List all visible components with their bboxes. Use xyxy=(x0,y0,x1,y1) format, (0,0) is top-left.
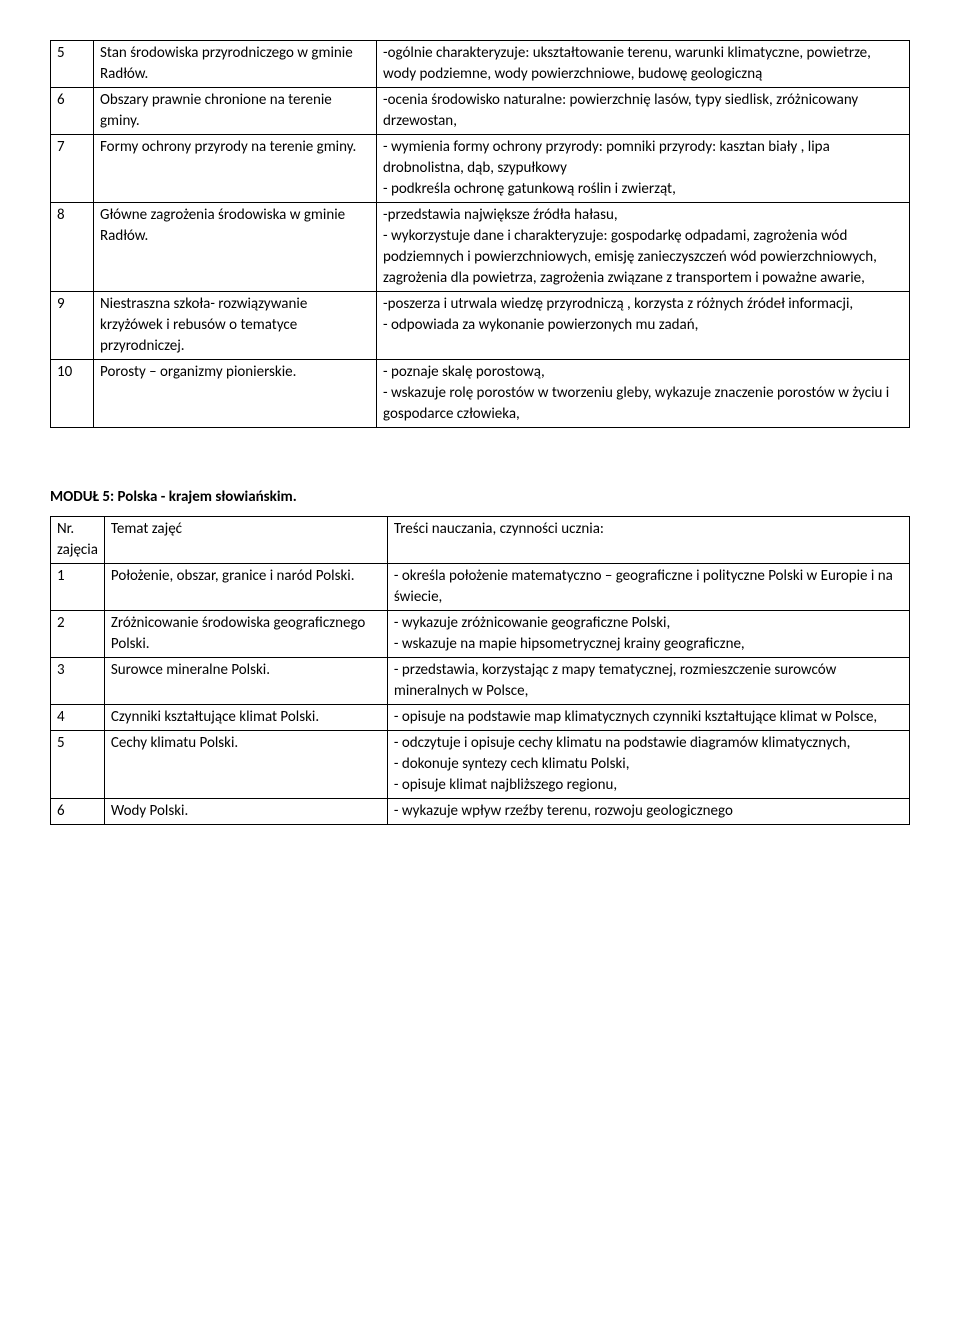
row-number: 5 xyxy=(51,41,94,88)
table-row: 5Cechy klimatu Polski.- odczytuje i opis… xyxy=(51,731,910,799)
row-topic: Niestraszna szkoła- rozwiązywanie krzyżó… xyxy=(94,292,377,360)
row-content: - wykazuje zróżnicowanie geograficzne Po… xyxy=(387,611,909,658)
row-number: 9 xyxy=(51,292,94,360)
row-topic: Stan środowiska przyrodniczego w gminie … xyxy=(94,41,377,88)
table-row: 3Surowce mineralne Polski.- przedstawia,… xyxy=(51,658,910,705)
row-content: - poznaje skalę porostową,- wskazuje rol… xyxy=(377,360,910,428)
row-number: 10 xyxy=(51,360,94,428)
row-topic: Czynniki kształtujące klimat Polski. xyxy=(104,705,387,731)
table-header-row: Nr. zajęciaTemat zajęćTreści nauczania, … xyxy=(51,517,910,564)
row-topic: Formy ochrony przyrody na terenie gminy. xyxy=(94,135,377,203)
module-heading: MODUŁ 5: Polska - krajem słowiańskim. xyxy=(50,488,910,506)
curriculum-table-2: Nr. zajęciaTemat zajęćTreści nauczania, … xyxy=(50,516,910,825)
table-row: 8Główne zagrożenia środowiska w gminie R… xyxy=(51,203,910,292)
row-content: -ocenia środowisko naturalne: powierzchn… xyxy=(377,88,910,135)
row-content: - wymienia formy ochrony przyrody: pomni… xyxy=(377,135,910,203)
table-row: 5Stan środowiska przyrodniczego w gminie… xyxy=(51,41,910,88)
table-row: 6Wody Polski.- wykazuje wpływ rzeźby ter… xyxy=(51,799,910,825)
table-row: 1Położenie, obszar, granice i naród Pols… xyxy=(51,564,910,611)
row-number: 8 xyxy=(51,203,94,292)
row-number: 5 xyxy=(51,731,105,799)
table-row: 7Formy ochrony przyrody na terenie gminy… xyxy=(51,135,910,203)
row-content: - wykazuje wpływ rzeźby terenu, rozwoju … xyxy=(387,799,909,825)
row-number: 7 xyxy=(51,135,94,203)
header-content: Treści nauczania, czynności ucznia: xyxy=(387,517,909,564)
row-topic: Zróżnicowanie środowiska geograficznego … xyxy=(104,611,387,658)
row-number: 6 xyxy=(51,88,94,135)
row-content: - opisuje na podstawie map klimatycznych… xyxy=(387,705,909,731)
row-content: -ogólnie charakteryzuje: ukształtowanie … xyxy=(377,41,910,88)
row-topic: Obszary prawnie chronione na terenie gmi… xyxy=(94,88,377,135)
table-row: 4Czynniki kształtujące klimat Polski.- o… xyxy=(51,705,910,731)
row-topic: Cechy klimatu Polski. xyxy=(104,731,387,799)
table-row: 9Niestraszna szkoła- rozwiązywanie krzyż… xyxy=(51,292,910,360)
header-number: Nr. zajęcia xyxy=(51,517,105,564)
row-number: 6 xyxy=(51,799,105,825)
row-content: - odczytuje i opisuje cechy klimatu na p… xyxy=(387,731,909,799)
header-topic: Temat zajęć xyxy=(104,517,387,564)
row-content: -poszerza i utrwala wiedzę przyrodniczą … xyxy=(377,292,910,360)
row-number: 3 xyxy=(51,658,105,705)
curriculum-table-1: 5Stan środowiska przyrodniczego w gminie… xyxy=(50,40,910,428)
row-content: - przedstawia, korzystając z mapy tematy… xyxy=(387,658,909,705)
row-topic: Położenie, obszar, granice i naród Polsk… xyxy=(104,564,387,611)
row-topic: Główne zagrożenia środowiska w gminie Ra… xyxy=(94,203,377,292)
row-topic: Surowce mineralne Polski. xyxy=(104,658,387,705)
row-content: - określa położenie matematyczno – geogr… xyxy=(387,564,909,611)
row-number: 2 xyxy=(51,611,105,658)
table-row: 2Zróżnicowanie środowiska geograficznego… xyxy=(51,611,910,658)
table-row: 10Porosty – organizmy pionierskie.- pozn… xyxy=(51,360,910,428)
row-number: 1 xyxy=(51,564,105,611)
row-content: -przedstawia największe źródła hałasu,- … xyxy=(377,203,910,292)
row-topic: Porosty – organizmy pionierskie. xyxy=(94,360,377,428)
row-number: 4 xyxy=(51,705,105,731)
table-row: 6Obszary prawnie chronione na terenie gm… xyxy=(51,88,910,135)
row-topic: Wody Polski. xyxy=(104,799,387,825)
